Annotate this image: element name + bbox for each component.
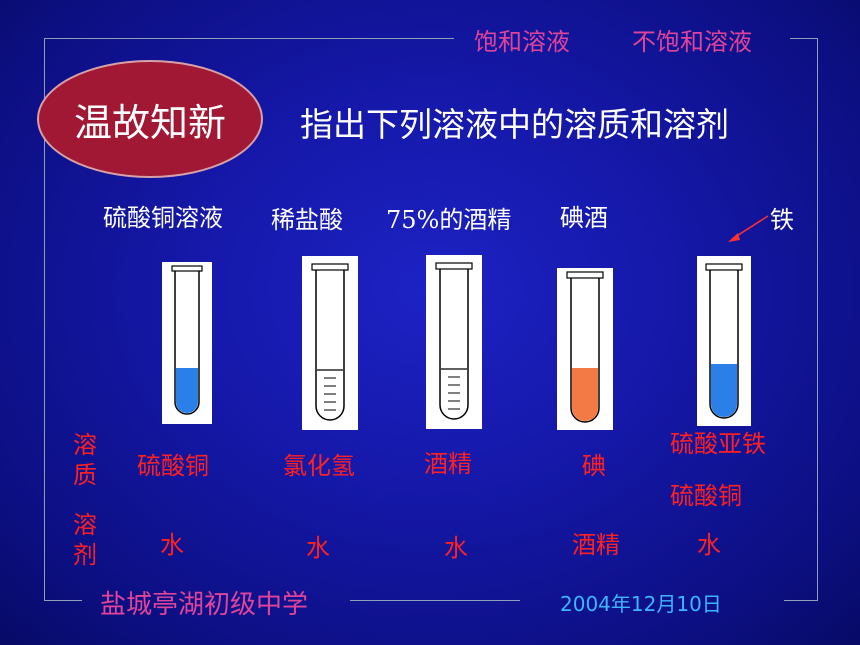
frame-bottom-left-line [44,600,82,601]
solution-label: 硫酸铜溶液 [103,204,223,232]
instruction-title: 指出下列溶液中的溶质和溶剂 [300,105,729,144]
tube-drawing [705,263,743,419]
solute-answer: 硫酸铜 [670,482,742,510]
iron-label: 铁 [770,206,794,234]
tube-drawing [435,262,473,420]
review-badge: 温故知新 [37,60,263,178]
solute-answer: 氯化氢 [283,452,355,480]
frame-left-line [44,38,45,600]
frame-bottom-right-line [784,600,818,601]
test-tube-iron-in-copper-sulfate [697,256,751,426]
frame-top-left-line [44,38,454,39]
date-label: 2004年12月10日 [560,592,722,616]
tube-drawing [566,271,604,423]
solution-label: 稀盐酸 [271,206,343,234]
frame-bottom-mid-line [350,600,520,601]
solvent-answer: 水 [160,531,184,559]
test-tube-copper-sulfate [162,262,212,424]
solvent-answer: 水 [697,531,721,559]
tube-drawing [311,263,349,421]
solute-answer: 酒精 [424,450,472,478]
solute-row-label: 溶质 [73,431,97,489]
arrow-icon [728,215,769,242]
solvent-answer: 水 [444,534,468,562]
review-badge-label: 温故知新 [73,100,226,145]
test-tube-alcohol [426,255,482,429]
school-name: 盐城亭湖初级中学 [100,590,309,620]
solute-answer: 碘 [582,452,606,480]
test-tube-dilute-hcl [302,256,358,430]
frame-top-right-line [790,38,818,39]
solvent-answer: 酒精 [572,531,620,559]
solution-label: 碘酒 [560,204,608,232]
test-tube-iodine-tincture [557,268,613,430]
solute-answer: 硫酸铜 [137,452,209,480]
saturated-solution-link[interactable]: 饱和溶液 [474,28,570,56]
tube-drawing [171,265,203,415]
solvent-row-label: 溶剂 [73,511,97,569]
unsaturated-solution-link[interactable]: 不饱和溶液 [632,28,752,56]
solvent-answer: 水 [306,534,330,562]
solute-answer: 硫酸亚铁 [670,430,766,458]
frame-right-line [817,38,818,600]
solution-label: 75%的酒精 [386,206,512,234]
